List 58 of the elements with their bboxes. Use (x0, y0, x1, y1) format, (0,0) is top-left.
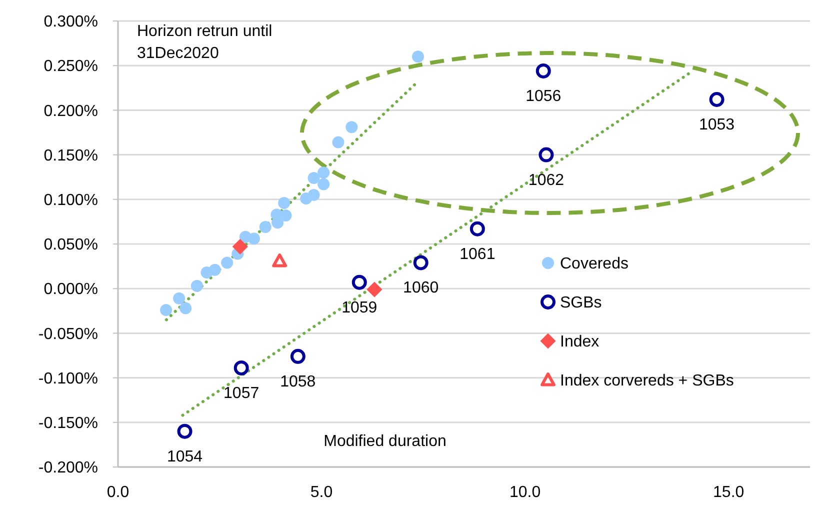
legend-label: Index (560, 334, 600, 351)
annotation: 1058 (280, 373, 316, 390)
point (272, 253, 288, 268)
point (346, 121, 358, 134)
point (259, 221, 272, 234)
point (470, 221, 485, 236)
x-tick-label: 0.0 (106, 484, 130, 501)
x-tick-label: 5.0 (310, 484, 333, 501)
point (352, 274, 367, 290)
x-tick-label: 15.0 (713, 484, 744, 501)
annotation: 1057 (224, 384, 260, 402)
annotation: 1053 (698, 116, 735, 134)
y-tick-label: 0.050% (44, 236, 98, 254)
x-tick-label: 10.0 (509, 484, 541, 501)
annotation: 1060 (403, 280, 439, 297)
point (536, 63, 551, 78)
point (160, 304, 172, 316)
point (234, 360, 249, 376)
annotation: 1056 (526, 88, 562, 105)
y-tick-label: -0.200% (38, 460, 98, 477)
legend-label: Covereds (560, 256, 628, 273)
point (190, 280, 203, 292)
x-axis-title: Modified duration (324, 433, 446, 450)
point (208, 264, 221, 276)
point (278, 196, 290, 209)
point (366, 282, 382, 298)
y-tick-label: 0.150% (44, 147, 98, 164)
annotation: 1059 (342, 299, 378, 316)
point (538, 147, 554, 162)
point (332, 136, 344, 148)
y-tick-label: 0.000% (44, 281, 98, 298)
point (308, 188, 320, 201)
point (318, 166, 330, 179)
y-tick-label: 0.200% (44, 102, 98, 120)
point (308, 172, 320, 184)
point (709, 92, 724, 107)
point (412, 50, 424, 63)
point (248, 232, 260, 245)
y-tick-label: -0.150% (38, 415, 98, 432)
point (173, 292, 186, 304)
point (290, 348, 306, 364)
annotation: 1061 (460, 246, 496, 263)
legend-label: SGBs (560, 294, 602, 312)
y-tick-label: 0.250% (44, 58, 98, 76)
annotation: 1054 (166, 448, 203, 466)
legend-label: Index corvereds + SGBs (560, 372, 734, 390)
y-tick-label: 0.300% (44, 14, 98, 31)
y-tick-label: -0.100% (38, 370, 98, 388)
point (413, 255, 428, 270)
point (318, 178, 330, 190)
y-tick-label: -0.050% (38, 326, 98, 343)
point (180, 302, 192, 314)
point (221, 256, 234, 269)
y-tick-label: 0.100% (44, 192, 98, 209)
annotation: 1062 (528, 172, 564, 189)
point (177, 424, 192, 439)
point (232, 238, 248, 254)
annotation: Horizon retrun until 31Dec2020 (137, 23, 272, 62)
